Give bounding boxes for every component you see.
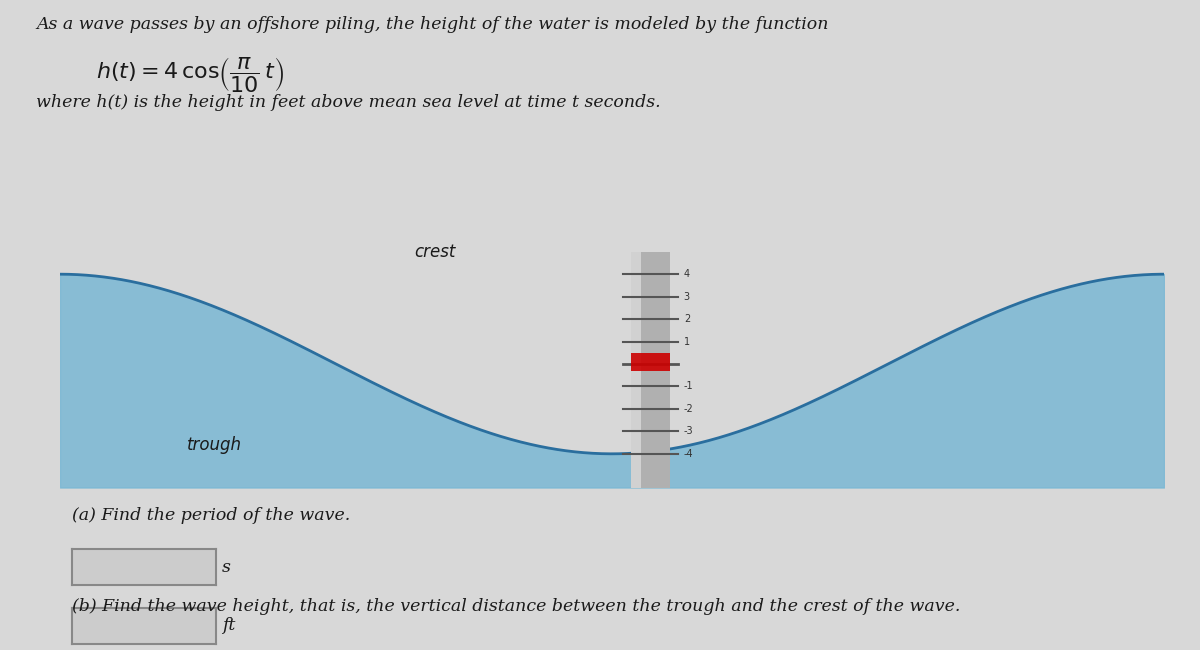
Bar xyxy=(631,252,641,488)
Text: -2: -2 xyxy=(684,404,694,414)
Text: ft: ft xyxy=(222,618,235,634)
Text: -3: -3 xyxy=(684,426,694,436)
Text: 2: 2 xyxy=(684,314,690,324)
Text: (b) Find the wave height, that is, the vertical distance between the trough and : (b) Find the wave height, that is, the v… xyxy=(72,598,960,615)
Text: 1: 1 xyxy=(684,337,690,346)
Text: crest: crest xyxy=(415,242,456,261)
Text: 3: 3 xyxy=(684,292,690,302)
Bar xyxy=(631,252,670,488)
Text: -1: -1 xyxy=(684,382,694,391)
Text: As a wave passes by an offshore piling, the height of the water is modeled by th: As a wave passes by an offshore piling, … xyxy=(36,16,828,33)
Text: -4: -4 xyxy=(684,448,694,459)
Text: where h(t) is the height in feet above mean sea level at time t seconds.: where h(t) is the height in feet above m… xyxy=(36,94,661,111)
Bar xyxy=(631,353,670,370)
Text: (a) Find the period of the wave.: (a) Find the period of the wave. xyxy=(72,507,350,524)
Text: trough: trough xyxy=(187,436,242,454)
Text: s: s xyxy=(222,559,230,576)
Text: 4: 4 xyxy=(684,269,690,280)
Text: $h(t) = 4\,\cos\!\left(\dfrac{\pi}{10}\,t\right)$: $h(t) = 4\,\cos\!\left(\dfrac{\pi}{10}\,… xyxy=(96,55,284,94)
